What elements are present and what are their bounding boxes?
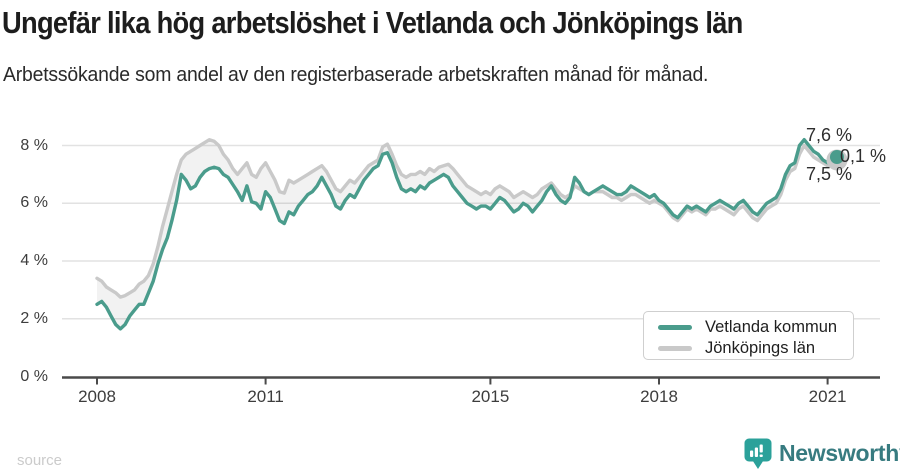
- legend-item-vetlanda[interactable]: Vetlanda kommun: [658, 317, 853, 338]
- y-tick-label: 6 %: [20, 194, 48, 212]
- vetlanda-line-swatch: [658, 325, 692, 330]
- series-line-vetlanda: [95, 137, 839, 331]
- x-tick-label: 2011: [247, 387, 284, 406]
- endpoint-label-vetlanda: 7,6 %: [806, 125, 853, 145]
- y-tick-label: 8 %: [20, 136, 48, 154]
- y-tick-label: 2 %: [20, 309, 48, 327]
- legend-label-jonkoping: Jönköpings län: [705, 339, 816, 357]
- x-tick-label: 2018: [640, 387, 678, 406]
- series-line-jonkoping: [95, 137, 839, 299]
- newsworthy-pin-icon: [744, 438, 772, 469]
- brand-name: Newsworthy: [779, 440, 900, 466]
- legend-item-jonkoping[interactable]: Jönköpings län: [658, 338, 853, 359]
- endpoint-difference-label: 0,1 %: [840, 146, 887, 166]
- endpoint-label-jonkoping: 7,5 %: [806, 164, 853, 184]
- x-tick-label: 2021: [808, 387, 847, 406]
- x-tick-label: 2015: [471, 387, 510, 406]
- x-tick-label: 2008: [78, 387, 116, 406]
- y-tick-label: 0 %: [20, 367, 48, 385]
- endpoint-dot-vetlanda: [829, 150, 844, 165]
- source-label: source: [17, 452, 63, 469]
- chart-title: Ungefär lika hög arbetslöshet i Vetlanda…: [2, 5, 743, 40]
- jonkoping-line-swatch: [658, 346, 692, 351]
- bar-chart-glyph: [750, 444, 763, 457]
- y-tick-label: 4 %: [20, 252, 48, 269]
- legend: Vetlanda kommun Jönköpings län: [643, 311, 854, 360]
- legend-label-vetlanda: Vetlanda kommun: [705, 318, 838, 336]
- chart-subtitle: Arbetssökande som andel av den registerb…: [3, 64, 709, 86]
- brand-logo[interactable]: Newsworthy: [744, 438, 900, 470]
